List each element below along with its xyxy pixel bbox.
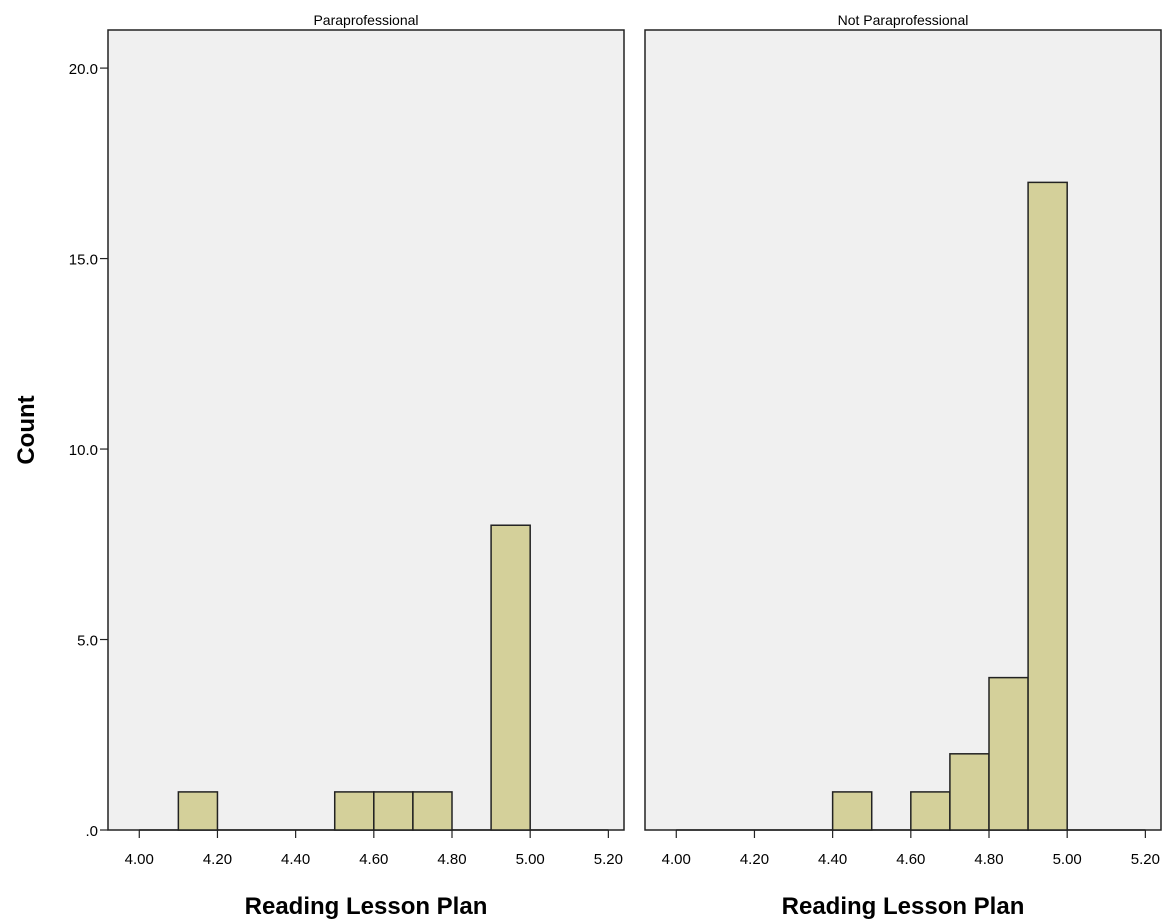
histogram-bar (490, 524, 531, 831)
x-tick-label: 4.00 (125, 851, 154, 868)
y-tick-label: 5.0 (77, 633, 98, 650)
histogram-bar (988, 676, 1029, 831)
x-tick-label: 5.00 (516, 851, 545, 868)
x-tick-label: 4.60 (896, 851, 925, 868)
x-tick-label: 4.00 (662, 851, 691, 868)
x-tick-label: 5.20 (594, 851, 623, 868)
x-tick-label: 4.60 (359, 851, 388, 868)
histogram-bar (177, 791, 219, 831)
panel-not-paraprofessional: Not Paraprofessional 4.00 4.20 4.40 4.60 4.8… (644, 12, 1162, 920)
histogram-bar (373, 791, 414, 831)
x-tick-label: 4.40 (281, 851, 310, 868)
panel-title: Paraprofessional (313, 12, 418, 28)
y-tick-label: .0 (85, 823, 98, 840)
bars-group (139, 524, 609, 831)
histogram-bar (949, 753, 990, 831)
histogram-bar (831, 791, 873, 831)
x-axis-title: Reading Lesson Plan (245, 893, 488, 920)
x-tick-label: 4.20 (203, 851, 232, 868)
panel-title: Not Paraprofessional (838, 12, 969, 28)
x-axis-title: Reading Lesson Plan (782, 893, 1025, 920)
y-tick-label: 15.0 (69, 252, 98, 269)
y-ticks-group: .0 5.0 10.0 15.0 20.0 (69, 61, 108, 840)
x-ticks-group: 4.00 4.20 4.40 4.60 4.80 5.00 5.20 (125, 830, 623, 868)
x-tick-label: 4.20 (740, 851, 769, 868)
panel-background (644, 29, 1162, 831)
y-axis-title: Count (13, 395, 40, 464)
x-tick-label: 5.20 (1131, 851, 1160, 868)
panel-background (107, 29, 625, 831)
x-tick-label: 5.00 (1053, 851, 1082, 868)
x-tick-label: 4.40 (818, 851, 847, 868)
histogram-bar (333, 791, 375, 831)
x-ticks-group: 4.00 4.20 4.40 4.60 4.80 5.00 5.20 (662, 830, 1160, 868)
histogram-bar (412, 791, 453, 831)
x-tick-label: 4.80 (437, 851, 466, 868)
y-tick-label: 10.0 (69, 442, 98, 459)
panel-paraprofessional: Paraprofessional .05.010.015.020.0 4.00 4… (69, 12, 625, 920)
x-tick-label: 4.80 (974, 851, 1003, 868)
histogram-bar (1027, 181, 1068, 831)
histogram-bar (910, 791, 951, 831)
y-tick-label: 20.0 (69, 61, 98, 78)
bars-group (676, 181, 1146, 831)
